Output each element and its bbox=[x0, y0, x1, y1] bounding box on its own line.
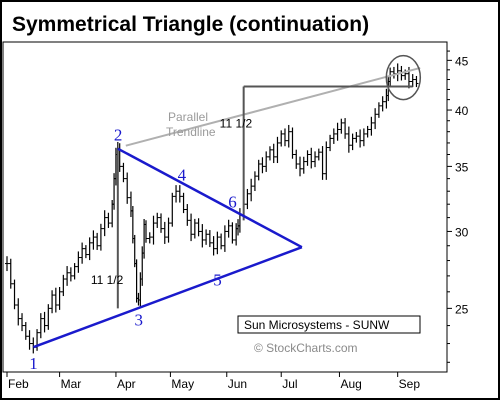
measure-label-1: 11 1/2 bbox=[91, 273, 124, 287]
parallel-trendline bbox=[125, 66, 421, 147]
x-tick-label: Jul bbox=[282, 377, 297, 391]
stock-label-text: Sun Microsystems - SUNW bbox=[244, 318, 390, 332]
y-axis: 25 30 35 40 45 bbox=[447, 50, 469, 363]
chart-title: Symmetrical Triangle (continuation) bbox=[12, 13, 369, 36]
y-tick-label: 35 bbox=[455, 160, 469, 174]
x-tick-label: Mar bbox=[61, 377, 82, 391]
y-tick-label: 40 bbox=[455, 104, 469, 118]
point-label-1: 1 bbox=[29, 354, 38, 373]
stock-label-box: Sun Microsystems - SUNW bbox=[237, 315, 421, 334]
x-tick-label: Aug bbox=[340, 377, 361, 391]
x-tick-label: Feb bbox=[8, 377, 29, 391]
point-label-2: 2 bbox=[114, 126, 123, 145]
point-label-3: 3 bbox=[134, 310, 143, 329]
point-label-6: 6 bbox=[228, 193, 237, 212]
price-bars bbox=[5, 63, 419, 354]
parallel-label-1: Parallel bbox=[168, 110, 208, 124]
stock-label-frame bbox=[237, 315, 421, 334]
y-tick-label: 45 bbox=[455, 54, 469, 68]
measure-label-2: 11 1/2 bbox=[220, 116, 253, 130]
x-tick-label: Sep bbox=[399, 377, 421, 391]
point-label-4: 4 bbox=[178, 166, 187, 185]
breakout-circle bbox=[385, 54, 422, 101]
y-tick-label: 30 bbox=[455, 225, 469, 239]
plot-frame bbox=[2, 41, 448, 373]
point-label-5: 5 bbox=[213, 271, 222, 290]
x-axis: Feb Mar Apr May Jun Jul Aug Sep bbox=[6, 372, 421, 391]
parallel-label-2: Trendline bbox=[166, 125, 216, 139]
triangle-lower-line bbox=[32, 246, 303, 349]
x-tick-label: Jun bbox=[228, 377, 247, 391]
y-tick-label: 25 bbox=[455, 302, 469, 316]
copyright-text: © StockCharts.com bbox=[254, 341, 358, 355]
x-tick-label: Apr bbox=[117, 377, 136, 391]
triangle-upper-line bbox=[117, 147, 303, 249]
x-tick-label: May bbox=[171, 377, 194, 391]
